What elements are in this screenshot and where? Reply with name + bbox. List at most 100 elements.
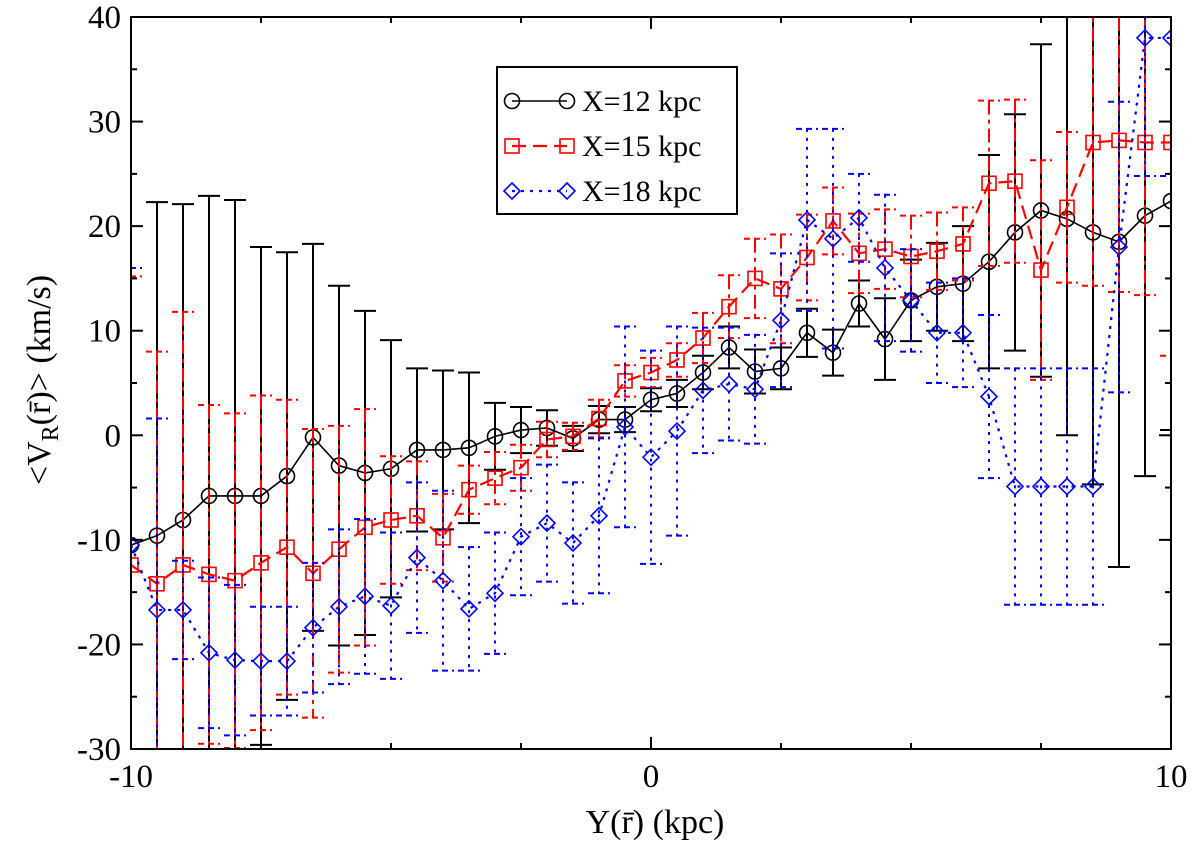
data-point: [251, 652, 271, 671]
data-point: [615, 417, 635, 437]
data-point: [850, 295, 868, 312]
data-point: [173, 600, 193, 620]
series-line: [131, 36, 1171, 663]
data-point: [695, 330, 711, 346]
data-point: [641, 448, 661, 467]
data-point: [303, 618, 323, 637]
data-point: [1135, 28, 1155, 48]
data-point: [305, 565, 321, 582]
legend-marker: [559, 138, 575, 154]
legend-box: [496, 66, 738, 215]
data-point: [981, 175, 997, 192]
data-point: [485, 584, 505, 603]
data-point: [201, 566, 217, 583]
data-point: [225, 650, 245, 670]
data-point: [407, 548, 427, 567]
data-point: [591, 410, 607, 427]
data-point: [434, 441, 452, 459]
y-axis-label-subscript: R: [38, 425, 64, 441]
legend: X=12 kpc X=15 kpc X=18 kpc: [496, 66, 738, 215]
data-point: [955, 236, 971, 252]
data-point: [331, 541, 347, 558]
data-point: [487, 470, 503, 486]
data-point: [513, 459, 529, 476]
data-point: [459, 599, 479, 619]
legend-marker: [557, 181, 577, 201]
y-tick-label: -10: [77, 523, 121, 559]
legend-marker: [504, 138, 520, 154]
data-point: [253, 555, 269, 571]
data-point: [200, 487, 218, 505]
data-point: [669, 352, 685, 368]
data-point: [979, 387, 999, 406]
data-point: [383, 512, 399, 528]
data-point: [147, 600, 167, 620]
data-point: [719, 374, 739, 394]
series-line: [131, 200, 1171, 546]
data-point: [433, 571, 453, 590]
y-tick-label: 20: [88, 209, 121, 245]
data-point: [823, 229, 843, 248]
x-axis-label: Y(r̄) (kpc): [586, 804, 725, 841]
data-point: [131, 557, 139, 573]
y-tick-label: -30: [77, 732, 121, 768]
data-point: [927, 323, 947, 342]
data-point: [565, 428, 581, 445]
data-point: [563, 533, 583, 553]
series-layer: [131, 17, 1171, 749]
x-tick-label: -10: [109, 759, 153, 795]
data-point: [797, 210, 817, 229]
data-point: [1083, 477, 1103, 496]
data-point: [589, 506, 609, 525]
data-point: [1161, 28, 1171, 48]
y-axis-label-suffix: (r̄)> (km/s): [21, 275, 58, 425]
legend-marker: [503, 92, 521, 110]
data-point: [667, 421, 687, 441]
data-point: [408, 441, 426, 459]
data-point: [381, 596, 401, 615]
data-point: [772, 360, 790, 377]
data-point: [131, 535, 141, 555]
series-diamond: [131, 17, 1171, 749]
data-point: [409, 508, 425, 524]
y-tick-label: 0: [105, 418, 122, 454]
data-point: [539, 431, 555, 448]
axes-layer: -10 0 10 -30 -20 -10 0 10 20 30 40: [77, 0, 1188, 795]
data-point: [875, 258, 895, 278]
labels-layer: Y(r̄) (kpc) <VR(r̄)> (km/s): [21, 275, 724, 841]
data-point: [460, 439, 478, 457]
legend-label: X=15 kpc: [582, 130, 701, 163]
data-point: [849, 208, 869, 227]
data-point: [199, 643, 219, 662]
data-point: [329, 597, 349, 616]
x-tick-label: 0: [643, 759, 660, 795]
data-point: [461, 481, 477, 498]
series-line: [131, 139, 1171, 586]
data-point: [1085, 134, 1101, 151]
data-point: [771, 311, 791, 330]
data-point: [798, 324, 816, 342]
data-point: [511, 527, 531, 546]
data-point: [279, 539, 295, 555]
data-point: [1057, 477, 1077, 496]
data-point: [901, 291, 921, 310]
data-point: [537, 513, 557, 533]
data-point: [1033, 262, 1049, 278]
x-tick-label: 10: [1155, 759, 1188, 795]
data-point: [929, 243, 945, 260]
data-point: [1007, 173, 1023, 189]
legend-marker: [558, 92, 576, 110]
y-axis-label: <VR(r̄)> (km/s): [21, 275, 64, 485]
data-point: [1109, 237, 1129, 257]
data-point: [1163, 134, 1171, 151]
data-point: [355, 587, 375, 606]
y-axis-label-prefix: <V: [21, 441, 58, 485]
data-point: [1005, 477, 1025, 496]
data-point: [693, 381, 713, 400]
y-tick-label: 30: [88, 105, 121, 141]
data-point: [277, 652, 297, 671]
data-point: [953, 323, 973, 342]
data-point: [745, 380, 765, 399]
legend-marker: [502, 181, 522, 201]
